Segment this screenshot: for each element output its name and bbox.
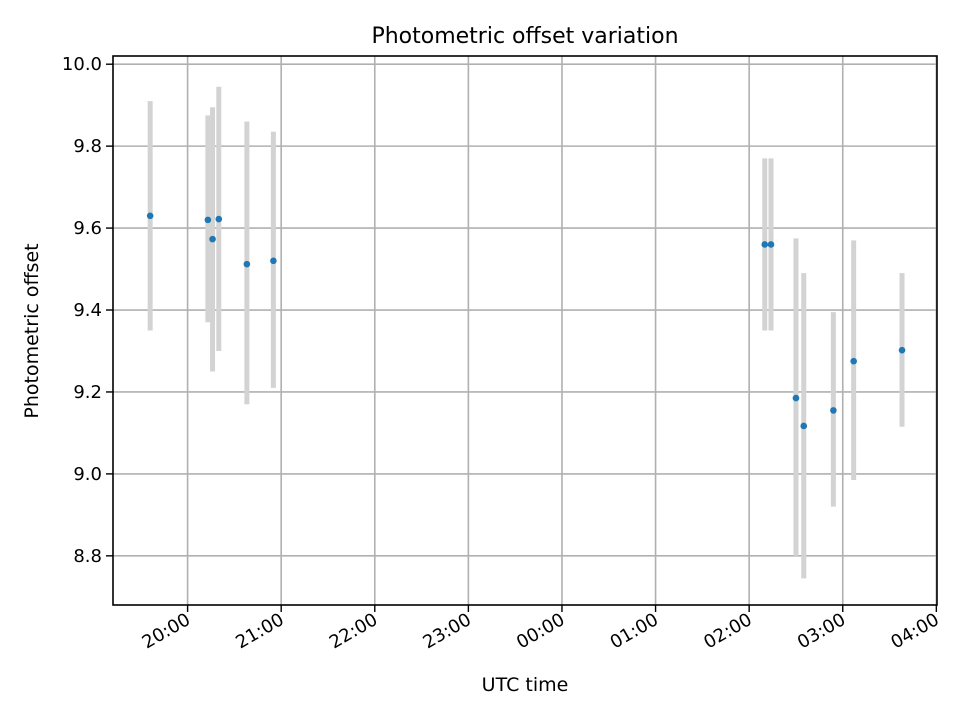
x-tick-label: 03:00 [794, 609, 849, 653]
x-tick-label: 00:00 [513, 609, 568, 653]
data-point [850, 357, 857, 365]
x-tick-label: 01:00 [607, 609, 662, 653]
y-tick-label: 8.8 [73, 546, 102, 567]
x-tick-label: 21:00 [232, 609, 287, 653]
y-tick-label: 9.6 [73, 218, 102, 239]
y-axis-label: Photometric offset [21, 243, 43, 418]
y-tick-label: 9.4 [73, 300, 102, 321]
data-point [209, 235, 216, 243]
data-point [215, 215, 223, 223]
data-point [800, 422, 808, 430]
x-tick-label: 23:00 [419, 609, 474, 653]
x-tick-label: 02:00 [700, 609, 755, 653]
data-point [146, 212, 154, 220]
data-point [830, 407, 837, 414]
x-tick-label: 04:00 [887, 609, 942, 653]
data-point [792, 394, 800, 402]
grid-layer [113, 56, 938, 605]
errorbar-layer [147, 86, 905, 579]
x-tick-label: 20:00 [139, 609, 194, 653]
chart-title: Photometric offset variation [371, 24, 678, 49]
data-point [767, 241, 775, 248]
data-point [243, 260, 251, 268]
y-tick-label: 9.2 [73, 382, 102, 403]
data-point [270, 257, 277, 265]
x-axis-label: UTC time [482, 674, 569, 696]
tick-layer: 20:00 21:00 22:00 23:00 00:00 01:00 02:00 03:00… [62, 54, 943, 653]
data-point [204, 216, 212, 224]
y-tick-label: 9.8 [73, 136, 102, 157]
data-point [761, 241, 769, 248]
y-tick-label: 10.0 [62, 54, 102, 75]
point-layer [146, 212, 906, 430]
y-tick-label: 9.0 [73, 464, 102, 485]
data-point [898, 346, 906, 354]
plot-frame [112, 55, 938, 606]
x-tick-label: 22:00 [326, 609, 381, 653]
